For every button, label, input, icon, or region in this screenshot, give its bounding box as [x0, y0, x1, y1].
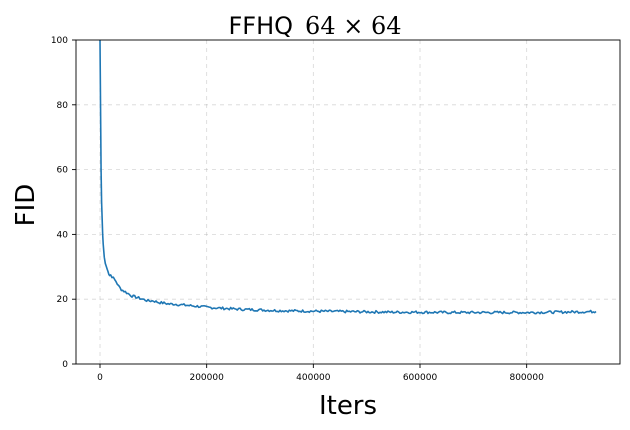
- y-axis-label: FID: [11, 184, 41, 227]
- y-tick-label: 20: [57, 295, 69, 305]
- chart-title-math: 64 × 64: [305, 12, 401, 40]
- x-axis-label: Iters: [319, 391, 377, 421]
- chart-title-text: FFHQ: [229, 12, 294, 40]
- plot-frame: [75, 39, 621, 365]
- y-tick-label: 60: [57, 166, 69, 176]
- x-tick-label: 800000: [509, 373, 544, 383]
- series-line-layer: [99, 39, 597, 315]
- x-tick-label: 200000: [189, 373, 224, 383]
- y-tick-label: 40: [57, 230, 69, 240]
- y-tick-label: 100: [51, 36, 68, 46]
- x-tick-label: 600000: [403, 373, 438, 383]
- y-tick-label: 80: [57, 101, 69, 111]
- fid-series-line: [99, 39, 597, 315]
- tick-layer: 0 200000 400000 600000 800000 0 20 40 60 80 100: [51, 36, 544, 383]
- x-tick-label: 400000: [296, 373, 331, 383]
- y-tick-label: 0: [62, 360, 68, 370]
- x-tick-label: 0: [97, 373, 103, 383]
- chart-title: FFHQ 64 × 64: [229, 12, 402, 40]
- grid-layer: [76, 40, 620, 364]
